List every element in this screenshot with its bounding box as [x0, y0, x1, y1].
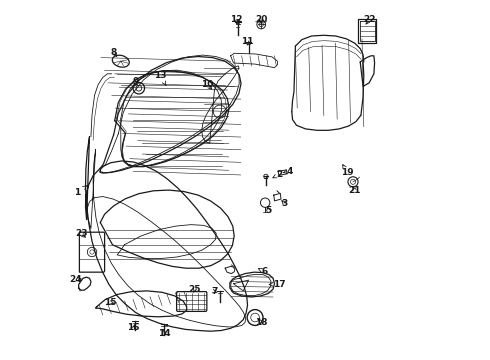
Text: 9: 9	[132, 77, 138, 85]
Text: 7: 7	[211, 287, 218, 296]
Text: 4: 4	[284, 166, 293, 175]
Text: 12: 12	[230, 15, 242, 24]
Text: 16: 16	[127, 323, 140, 332]
Text: 1: 1	[74, 186, 87, 197]
Text: 25: 25	[188, 285, 201, 294]
Text: 10: 10	[201, 80, 213, 89]
Text: 19: 19	[342, 165, 354, 177]
Text: 8: 8	[110, 48, 117, 57]
Text: 15: 15	[104, 298, 116, 307]
Text: 22: 22	[363, 15, 375, 24]
Text: 11: 11	[241, 37, 253, 46]
Text: 3: 3	[281, 199, 288, 208]
Text: 5: 5	[265, 206, 271, 215]
Text: 18: 18	[255, 318, 268, 327]
Text: 20: 20	[255, 15, 268, 24]
Text: 2: 2	[273, 170, 282, 179]
Text: 24: 24	[70, 274, 82, 284]
Text: 6: 6	[258, 267, 268, 276]
Text: 23: 23	[75, 230, 87, 238]
Text: 17: 17	[270, 280, 286, 289]
Text: 13: 13	[154, 71, 167, 85]
Text: 14: 14	[158, 328, 171, 338]
Text: 21: 21	[348, 186, 361, 195]
